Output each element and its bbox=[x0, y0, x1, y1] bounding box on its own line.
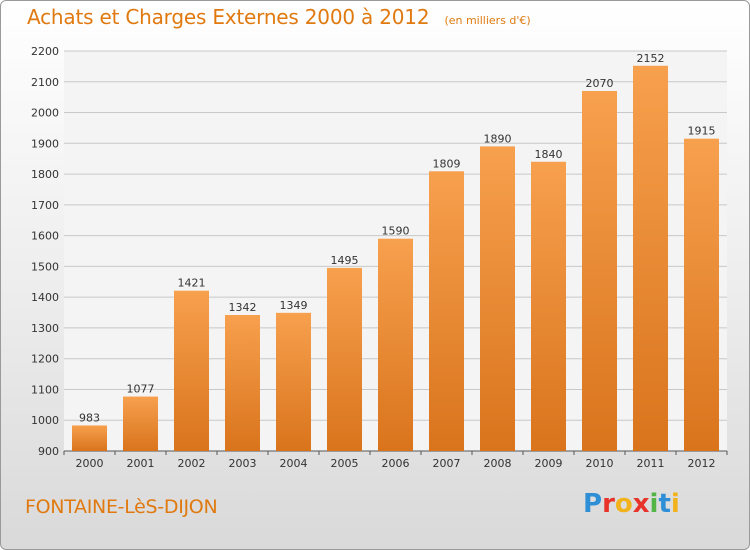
y-tick-label: 2100 bbox=[31, 76, 59, 89]
bar-2002 bbox=[174, 290, 209, 451]
bar-2011 bbox=[633, 65, 668, 452]
x-tick-label-2005: 2005 bbox=[331, 457, 359, 470]
x-tick-label-2008: 2008 bbox=[484, 457, 512, 470]
y-tick-label: 2000 bbox=[31, 107, 59, 120]
y-tick-label: 1300 bbox=[31, 322, 59, 335]
bar-2007 bbox=[429, 171, 464, 452]
x-axis: 2000 2001 2002 2003 2004 2005 2006 2007 2008 2009… bbox=[63, 451, 728, 470]
bar-2004 bbox=[276, 312, 311, 451]
x-tick-label-2012: 2012 bbox=[688, 457, 716, 470]
y-tick-label: 900 bbox=[38, 445, 59, 458]
bar-2012 bbox=[684, 138, 719, 451]
logo-letter: r bbox=[602, 489, 615, 519]
data-label-2007: 1809 bbox=[433, 157, 461, 170]
x-tick-label-2001: 2001 bbox=[127, 457, 155, 470]
data-label-2005: 1495 bbox=[331, 254, 359, 267]
data-label-2012: 1915 bbox=[688, 125, 716, 138]
y-tick-label: 1200 bbox=[31, 353, 59, 366]
bar-2008 bbox=[480, 146, 515, 451]
y-tick-label: 1800 bbox=[31, 168, 59, 181]
bar-2001 bbox=[123, 396, 158, 451]
x-tick-label-2002: 2002 bbox=[178, 457, 206, 470]
bar-2000 bbox=[72, 425, 107, 451]
bars: 983 1077 1421 1342 1349 1495 1590 1809 1890 1840 2… bbox=[72, 52, 719, 452]
data-label-2011: 2152 bbox=[637, 52, 665, 65]
logo-letter: t bbox=[658, 489, 671, 519]
data-label-2002: 1421 bbox=[178, 277, 206, 290]
y-tick-label: 1600 bbox=[31, 230, 59, 243]
bar-2006 bbox=[378, 238, 413, 451]
y-tick-label: 1700 bbox=[31, 199, 59, 212]
y-tick-label: 1400 bbox=[31, 291, 59, 304]
data-label-2000: 983 bbox=[79, 411, 100, 424]
logo-letter: i bbox=[670, 489, 680, 519]
chart-subtitle: (en milliers d'€) bbox=[444, 14, 531, 27]
y-tick-label: 1900 bbox=[31, 137, 59, 150]
y-tick-label: 1500 bbox=[31, 260, 59, 273]
bar-2005 bbox=[327, 267, 362, 451]
data-label-2006: 1590 bbox=[382, 225, 410, 238]
x-tick-label-2000: 2000 bbox=[76, 457, 104, 470]
x-tick-label-2010: 2010 bbox=[586, 457, 614, 470]
bar-2010 bbox=[582, 91, 617, 451]
y-tick-label: 1100 bbox=[31, 383, 59, 396]
logo-letter: x bbox=[632, 489, 650, 519]
x-tick-label-2006: 2006 bbox=[382, 457, 410, 470]
x-tick-label-2007: 2007 bbox=[433, 457, 461, 470]
x-tick-label-2003: 2003 bbox=[229, 457, 257, 470]
data-label-2003: 1342 bbox=[229, 301, 257, 314]
logo-letter: o bbox=[614, 489, 633, 519]
x-tick-label-2011: 2011 bbox=[637, 457, 665, 470]
logo-letter: P bbox=[583, 489, 603, 519]
data-label-2008: 1890 bbox=[484, 132, 512, 145]
data-label-2001: 1077 bbox=[127, 383, 155, 396]
proxiti-logo: Proxiti bbox=[583, 489, 680, 519]
bar-2003 bbox=[225, 315, 260, 451]
data-label-2004: 1349 bbox=[280, 299, 308, 312]
y-tick-label: 1000 bbox=[31, 414, 59, 427]
x-tick-label-2009: 2009 bbox=[535, 457, 563, 470]
chart-title: Achats et Charges Externes 2000 à 2012 bbox=[27, 5, 430, 29]
title-row: Achats et Charges Externes 2000 à 2012 (… bbox=[27, 5, 531, 29]
data-label-2009: 1840 bbox=[535, 148, 563, 161]
x-tick-label-2004: 2004 bbox=[280, 457, 308, 470]
city-name: FONTAINE-LèS-DIJON bbox=[25, 496, 218, 518]
data-label-2010: 2070 bbox=[586, 77, 614, 90]
y-axis: 900 1000 1100 1200 1300 1400 1500 1600 1700 1800 1… bbox=[31, 45, 59, 458]
bar-2009 bbox=[531, 161, 566, 451]
y-tick-label: 2200 bbox=[31, 45, 59, 58]
logo-letter: i bbox=[649, 489, 659, 519]
